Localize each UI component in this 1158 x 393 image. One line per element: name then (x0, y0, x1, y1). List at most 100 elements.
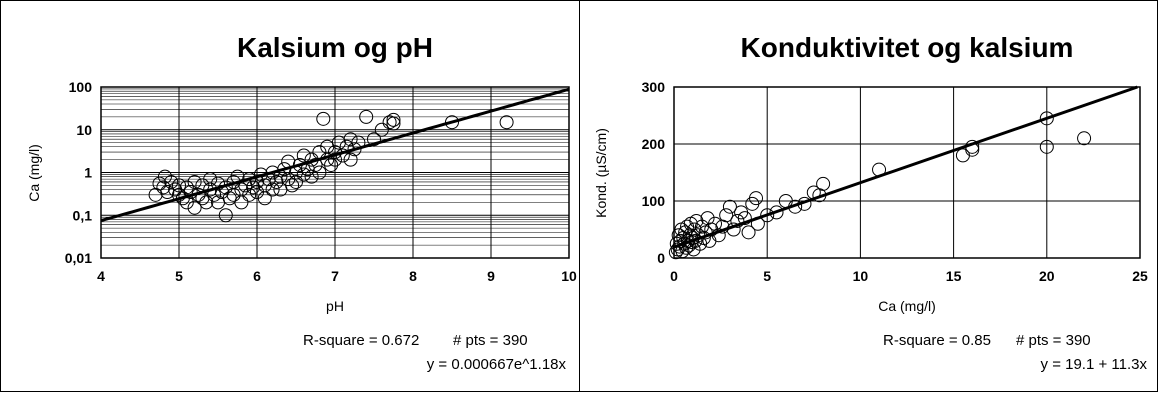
data-point (292, 157, 307, 172)
data-point (222, 191, 237, 206)
data-point (343, 132, 358, 147)
plot-area-frame (673, 86, 1141, 259)
data-point (741, 225, 756, 240)
point-count-text: # pts = 390 (453, 332, 528, 349)
data-point (737, 211, 752, 226)
data-point (719, 208, 734, 223)
data-point (203, 172, 218, 187)
data-point (1039, 111, 1054, 126)
data-point (678, 225, 693, 240)
data-point (199, 195, 214, 210)
r-square-text: R-square = 0.672 (303, 332, 419, 349)
data-point (328, 152, 342, 167)
plot-area-frame (100, 86, 570, 259)
data-point (689, 213, 704, 228)
chart-panel-left: 0,01 0,1 1 10 100 4 5 6 7 8 9 10 Kalsium og pH pH … (0, 0, 580, 392)
data-point (367, 132, 381, 147)
y-tick-label: 0,01 (65, 250, 92, 266)
data-point (343, 152, 358, 167)
data-point (386, 116, 401, 131)
data-point (296, 148, 311, 163)
y-tick-label: 100 (69, 79, 93, 95)
data-point (722, 199, 737, 214)
data-point (374, 122, 389, 137)
data-point (1039, 139, 1054, 154)
x-axis-label: pH (326, 298, 344, 314)
x-tick-label: 5 (763, 268, 771, 284)
x-axis-label: Ca (mg/l) (878, 298, 936, 314)
data-point (160, 184, 175, 199)
y-axis-label: Kond. (µS/cm) (593, 128, 609, 218)
data-point (179, 180, 194, 195)
y-axis-label: Ca (mg/l) (26, 144, 42, 202)
data-point (296, 167, 311, 182)
data-point (187, 174, 202, 189)
x-tick-label: 0 (670, 268, 678, 284)
y-tick-label: 10 (76, 122, 92, 138)
data-point (257, 191, 272, 206)
x-tick-label: 10 (853, 268, 869, 284)
data-point (242, 187, 257, 202)
x-tick-label: 7 (331, 268, 339, 284)
data-point (730, 213, 745, 228)
chart-title: Kalsium og pH (237, 32, 433, 63)
y-tick-label: 200 (642, 136, 666, 152)
data-point (386, 112, 401, 127)
trendline (673, 85, 1138, 249)
data-point (211, 176, 225, 191)
data-point (359, 109, 374, 124)
data-point (172, 187, 186, 202)
point-count-text: # pts = 390 (1016, 332, 1091, 349)
data-point (156, 180, 171, 195)
chart-konduktivitet-kalsium: 0 100 200 300 0 5 10 15 20 25 Konduktivitet og k… (593, 32, 1148, 373)
data-point (164, 174, 179, 189)
data-point (760, 208, 775, 223)
x-tick-label: 9 (487, 268, 495, 284)
data-point (347, 142, 362, 157)
y-tick-label: 0,1 (73, 207, 93, 223)
data-point (172, 178, 186, 193)
x-tick-label: 10 (561, 268, 577, 284)
data-point (218, 208, 233, 223)
regression-equation: y = 0.000667e^1.18x (427, 356, 567, 373)
x-tick-label: 6 (253, 268, 261, 284)
data-point (183, 184, 198, 199)
data-point (749, 191, 764, 206)
x-tick-label: 25 (1132, 268, 1148, 284)
data-point (324, 157, 339, 172)
trendline (100, 87, 570, 223)
data-point (672, 239, 687, 254)
data-point (246, 180, 261, 195)
chart-panel-right: 0 100 200 300 0 5 10 15 20 25 Konduktivitet og k… (579, 0, 1158, 392)
data-point (187, 200, 202, 215)
regression-equation: y = 19.1 + 11.3x (1041, 356, 1148, 373)
x-tick-label: 4 (97, 268, 105, 284)
data-point (312, 165, 327, 180)
data-point (445, 115, 459, 130)
data-point (1077, 131, 1092, 146)
y-tick-label: 100 (642, 193, 666, 209)
data-point (316, 111, 331, 126)
data-point (289, 174, 303, 189)
data-point (152, 176, 167, 191)
x-tick-label: 5 (175, 268, 183, 284)
data-point (679, 240, 694, 255)
y-tick-label: 0 (657, 250, 665, 266)
data-point (308, 157, 323, 172)
y-tick-label: 300 (642, 79, 666, 95)
data-point (265, 182, 280, 197)
data-point (234, 195, 249, 210)
r-square-text: R-square = 0.85 (883, 332, 991, 349)
x-tick-label: 20 (1039, 268, 1055, 284)
data-point (499, 115, 514, 130)
data-point (816, 176, 831, 191)
y-tick-label: 1 (84, 165, 92, 181)
data-point (168, 182, 183, 197)
data-point (226, 187, 241, 202)
data-point (269, 174, 284, 189)
chart-title: Konduktivitet og kalsium (741, 32, 1074, 63)
x-tick-label: 15 (946, 268, 962, 284)
x-tick-label: 8 (409, 268, 417, 284)
data-point (285, 178, 300, 193)
